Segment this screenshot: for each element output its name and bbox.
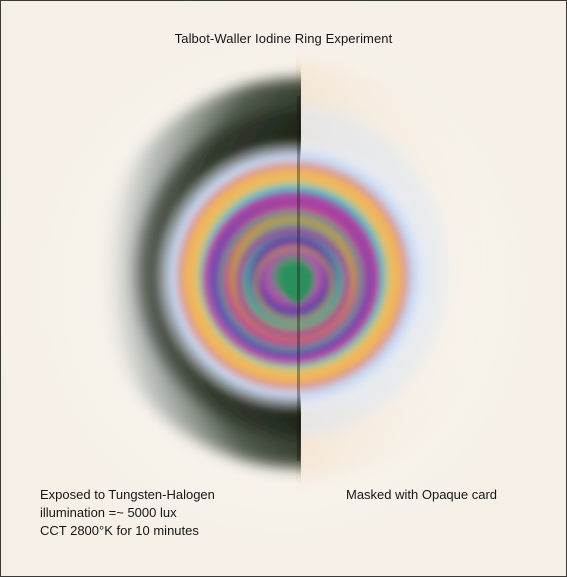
exposure-caption-line-2: illumination =~ 5000 lux <box>40 505 177 520</box>
exposure-caption-line-3: CCT 2800°K for 10 minutes <box>40 523 199 538</box>
masked-caption: Masked with Opaque card <box>346 487 498 502</box>
exposure-caption-line-1: Exposed to Tungsten-Halogen <box>40 487 215 502</box>
exposure-caption: Exposed to Tungsten-Halogen illumination… <box>40 486 215 540</box>
experiment-title: Talbot-Waller Iodine Ring Experiment <box>174 31 393 46</box>
